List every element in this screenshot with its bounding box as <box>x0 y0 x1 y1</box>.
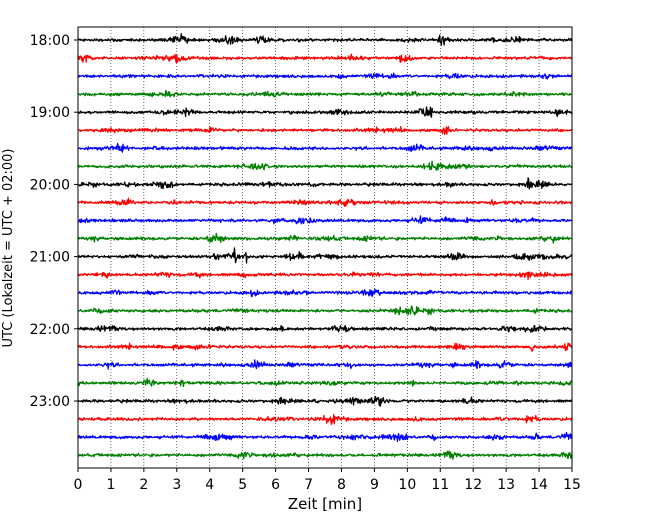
y-tick-label-2100: 21:00 <box>30 250 70 266</box>
x-tick-label-5: 5 <box>238 477 247 493</box>
x-tick-label-10: 10 <box>398 477 416 493</box>
y-ticks: 18:00 19:00 20:00 21:00 22:00 23:00 <box>30 33 78 410</box>
x-tick-label-11: 11 <box>431 477 449 493</box>
x-tick-label-15: 15 <box>563 477 581 493</box>
plot-frame <box>77 26 573 469</box>
x-tick-label-14: 14 <box>530 477 548 493</box>
trace-2045 <box>77 232 573 244</box>
trace-2130 <box>77 288 573 298</box>
y-axis-label: UTC (Lokalzeit = UTC + 02:00) <box>1 149 16 348</box>
x-axis-label: Zeit [min] <box>288 495 362 513</box>
x-tick-label-2: 2 <box>139 477 148 493</box>
x-tick-label-6: 6 <box>271 477 280 493</box>
trace-1900 <box>77 106 573 118</box>
x-tick-label-3: 3 <box>172 477 181 493</box>
trace-2330 <box>77 431 573 443</box>
trace-1815 <box>77 53 573 64</box>
trace-2100 <box>77 247 573 264</box>
x-tick-label-13: 13 <box>497 477 515 493</box>
x-tick-label-1: 1 <box>106 477 115 493</box>
y-tick-label-1800: 18:00 <box>30 33 70 49</box>
x-tick-label-4: 4 <box>205 477 214 493</box>
trace-2145 <box>77 305 573 316</box>
trace-1930 <box>77 142 573 153</box>
x-tick-label-12: 12 <box>464 477 482 493</box>
trace-2015 <box>77 197 573 207</box>
trace-2300 <box>77 395 573 407</box>
trace-1845 <box>77 89 573 98</box>
trace-2245 <box>77 377 573 388</box>
x-tick-label-8: 8 <box>337 477 346 493</box>
trace-2345 <box>77 450 573 460</box>
trace-2000 <box>77 177 573 190</box>
y-tick-label-2300: 23:00 <box>30 394 70 410</box>
trace-2115 <box>77 271 573 280</box>
trace-2230 <box>77 359 573 370</box>
trace-2215 <box>77 342 573 352</box>
trace-1830 <box>77 72 573 80</box>
trace-2315 <box>77 414 573 426</box>
trace-lines <box>77 33 573 460</box>
y-tick-label-1900: 19:00 <box>30 105 70 121</box>
trace-2030 <box>77 215 573 225</box>
trace-1915 <box>77 125 573 136</box>
y-tick-label-2000: 20:00 <box>30 177 70 193</box>
y-tick-label-2200: 22:00 <box>30 322 70 338</box>
x-tick-label-9: 9 <box>370 477 379 493</box>
x-tick-label-7: 7 <box>304 477 313 493</box>
trace-1945 <box>77 160 573 171</box>
x-tick-label-0: 0 <box>74 477 83 493</box>
trace-1800 <box>77 33 573 46</box>
trace-2200 <box>77 324 573 333</box>
x-ticks: 0 1 2 3 4 5 6 7 8 9 10 11 12 13 14 15 <box>74 468 581 493</box>
